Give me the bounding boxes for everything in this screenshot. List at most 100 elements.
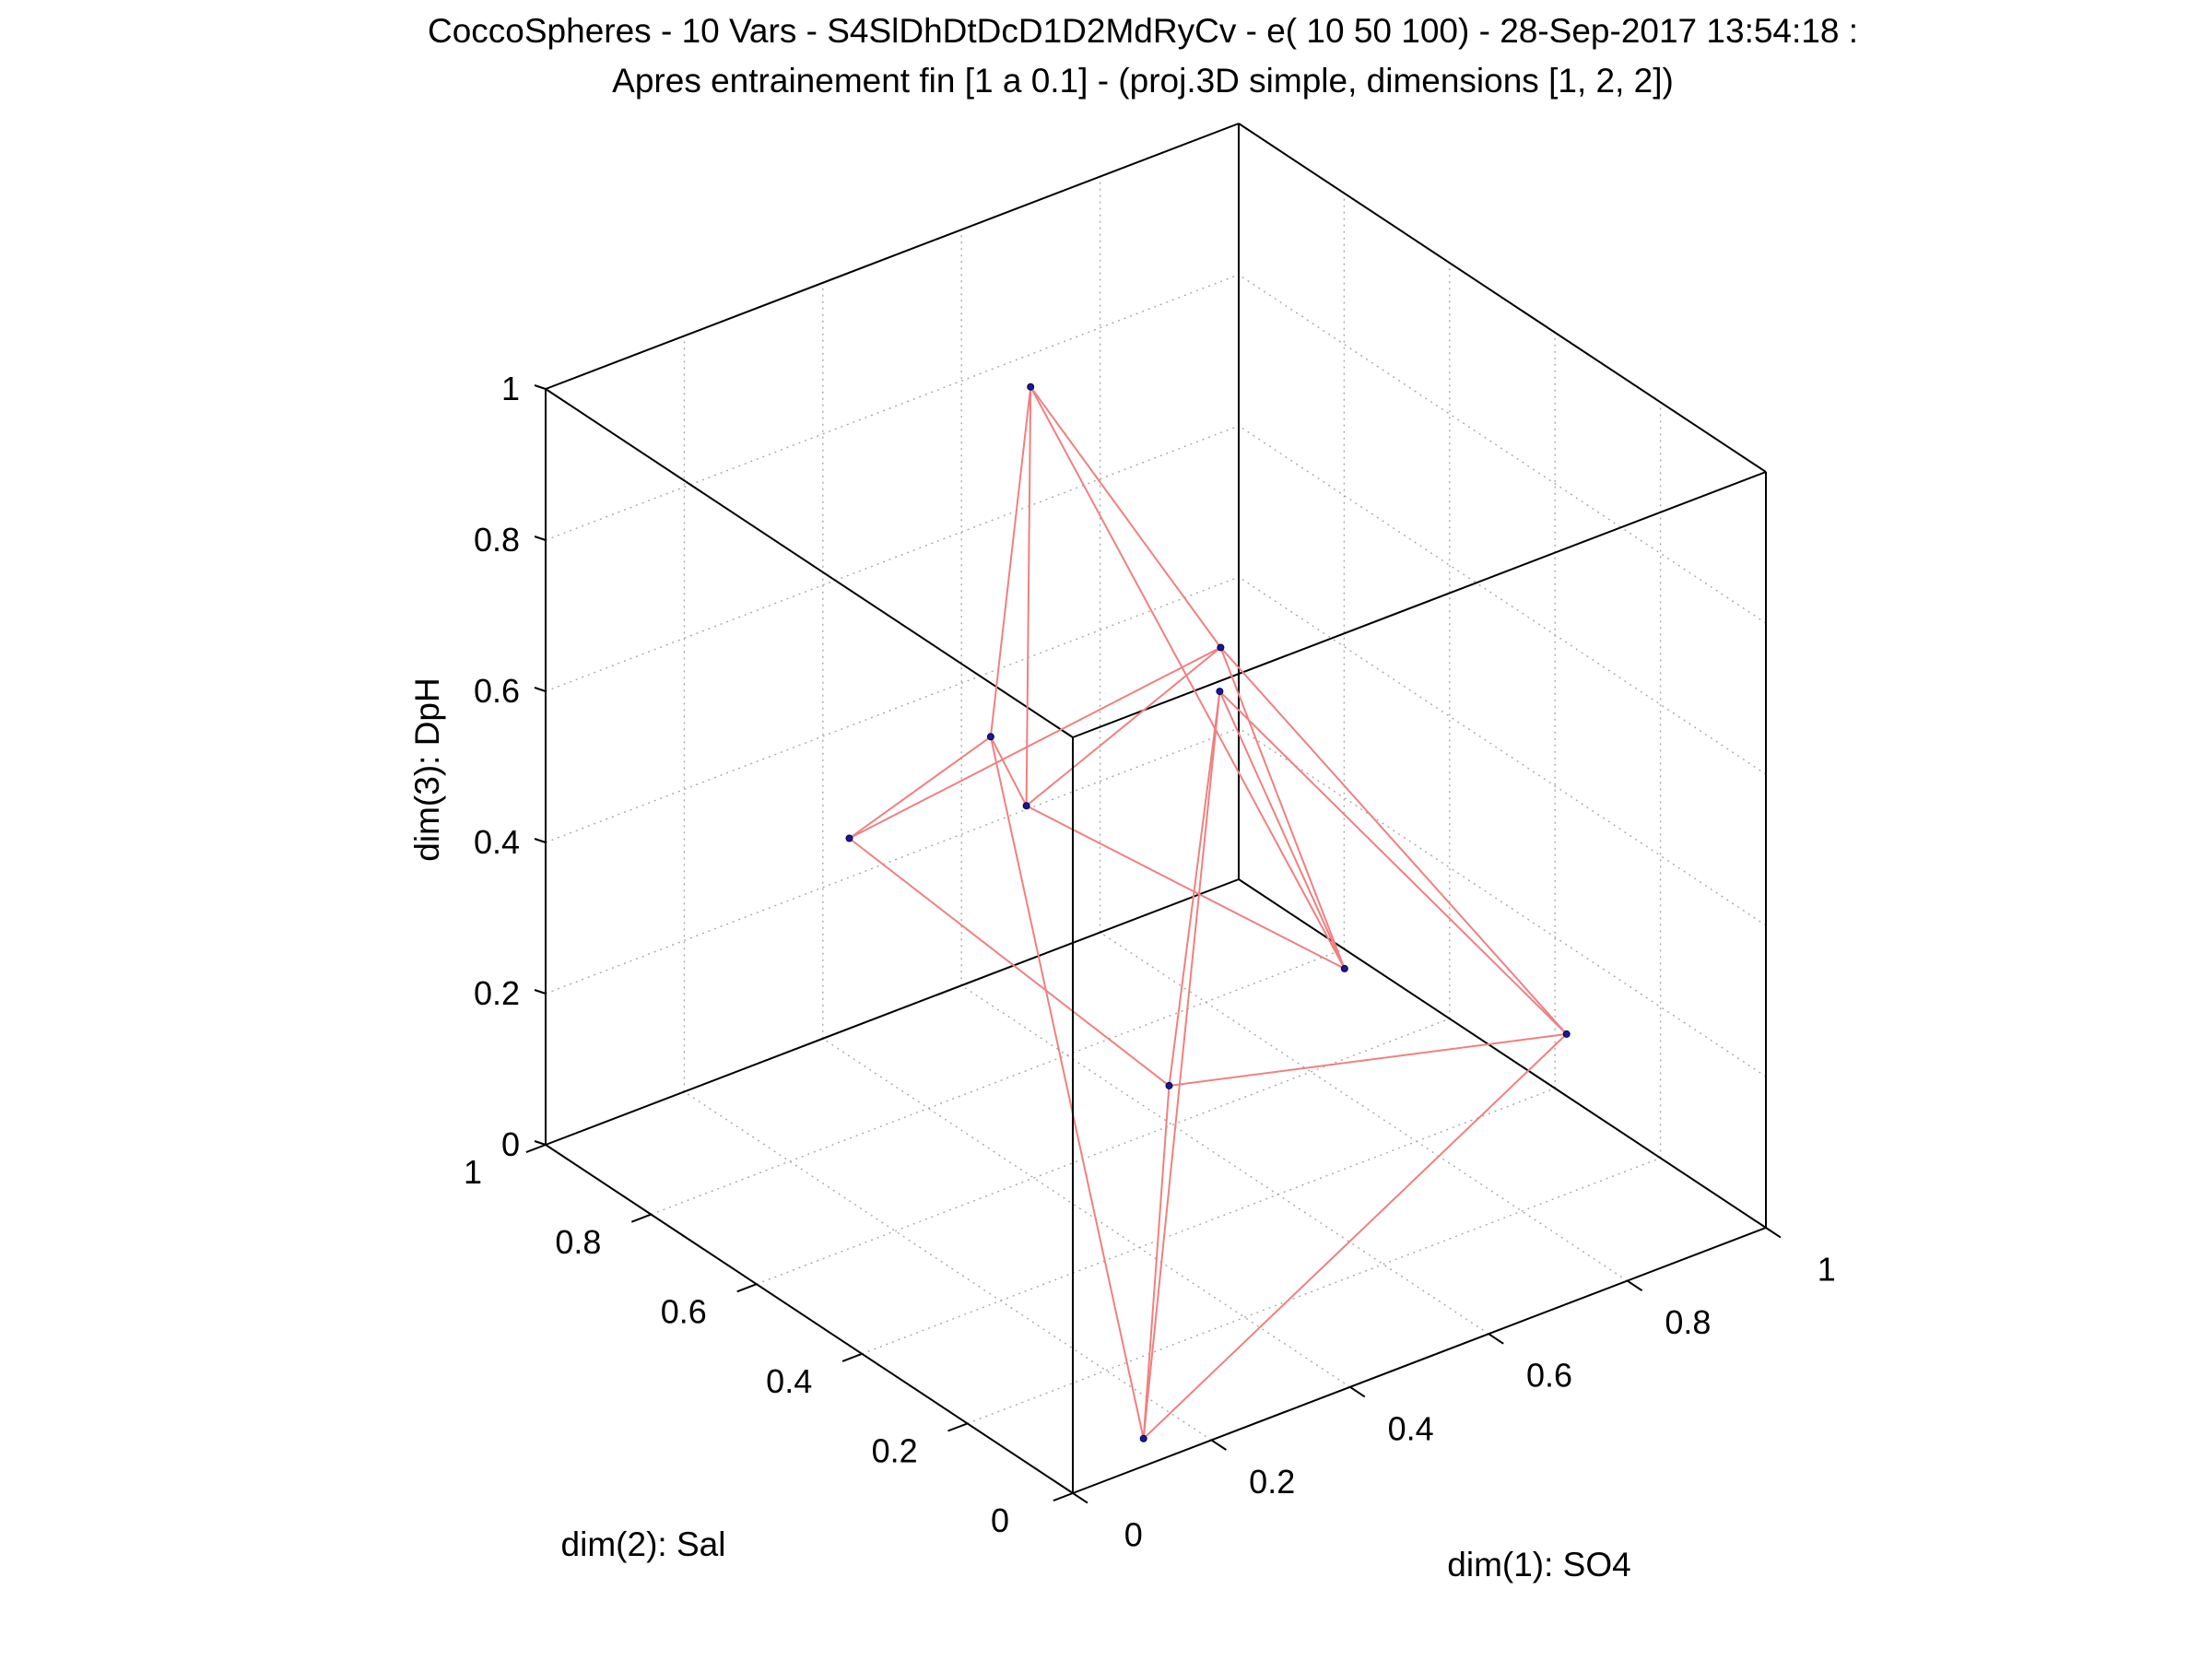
y-axis-line [545, 1144, 1074, 1494]
grid-lines [545, 176, 1767, 1441]
mesh-edge [1218, 690, 1568, 1035]
grid-line [967, 1157, 1661, 1425]
z-tick [534, 1140, 547, 1146]
y-tick-label: 0 [991, 1501, 1009, 1539]
mesh-node [1027, 383, 1035, 391]
y-tick [736, 1283, 758, 1293]
y-tick [1053, 1492, 1074, 1502]
grid-line [545, 274, 1240, 541]
x-tick [1072, 1492, 1088, 1504]
grid-line [1238, 274, 1767, 624]
z-tick-label: 0.4 [474, 823, 520, 861]
grid-line [756, 1018, 1451, 1285]
grid-line [1238, 576, 1767, 926]
mesh-edge [1025, 386, 1032, 806]
grid-line [822, 1038, 1351, 1388]
mesh-node [1217, 643, 1225, 652]
z-tick-label: 0.8 [474, 521, 520, 559]
mesh-edge [1218, 690, 1346, 970]
grid-line [545, 576, 1240, 843]
y-tick [525, 1144, 547, 1154]
x-tick [1765, 1227, 1782, 1239]
x-tick-label: 0.6 [1526, 1357, 1572, 1395]
x-tick-label: 0.4 [1388, 1409, 1434, 1447]
z-tick [534, 536, 547, 541]
y-tick-label: 0.2 [872, 1432, 918, 1470]
z-tick-label: 0.6 [474, 672, 520, 710]
grid-line [651, 948, 1345, 1216]
chart-title-line1: CoccoSpheres - 10 Vars - S4SlDhDtDcD1D2M… [428, 12, 1858, 50]
mesh-node [1562, 1030, 1571, 1038]
z-tick-label: 0.2 [474, 974, 520, 1012]
y-tick [947, 1422, 968, 1432]
mesh-edge [1030, 386, 1346, 970]
grid-line [960, 984, 1489, 1335]
y-tick [630, 1213, 652, 1223]
box-edge [545, 123, 1240, 390]
mesh-edge [1025, 646, 1222, 806]
z-tick [534, 989, 547, 995]
grid-line [545, 425, 1240, 692]
z-tick-label: 0 [501, 1125, 520, 1163]
mesh-edge [989, 386, 1032, 737]
box-edge [545, 878, 1240, 1146]
mesh-edge [989, 736, 1145, 1440]
mesh-edge [990, 736, 1028, 806]
mesh-edge [1030, 386, 1222, 649]
axis-ticks: 0 0 0 0.2 0.2 0.2 0.4 0.4 0.4 0.6 0.6 0.6 0.8 0.8 0.8 1… [464, 370, 1836, 1554]
mesh-lines [848, 386, 1568, 1440]
y-tick [841, 1352, 863, 1362]
grid-line [861, 1088, 1556, 1355]
z-axis-label: dim(3): DpH [408, 677, 446, 861]
box-edge [1072, 471, 1767, 738]
x-axis-label: dim(1): SO4 [1447, 1546, 1630, 1583]
y-tick-label: 0.6 [661, 1292, 707, 1330]
mesh-edge [848, 837, 1171, 1087]
mesh-edge [848, 736, 992, 840]
x-axis-line [1072, 1227, 1767, 1494]
mesh-edge [1169, 1032, 1567, 1087]
x-tick-label: 1 [1818, 1251, 1836, 1289]
mesh-node [845, 834, 853, 842]
mesh-edge [849, 646, 1221, 840]
mesh-edge [1168, 690, 1221, 1087]
x-tick [1349, 1385, 1366, 1398]
box-edge [545, 388, 1074, 738]
axes-box-front [545, 389, 1767, 1494]
mesh-node [1139, 1434, 1147, 1442]
mesh-edge [1219, 647, 1346, 970]
mesh-edge [1026, 805, 1346, 970]
z-tick-label: 1 [501, 370, 520, 407]
x-tick-label: 0 [1124, 1516, 1143, 1554]
mesh-node [1216, 688, 1224, 696]
y-tick-label: 0.8 [555, 1223, 601, 1261]
mesh-edge [1142, 1085, 1171, 1439]
grid-line [1238, 425, 1767, 775]
y-tick-label: 1 [464, 1153, 482, 1191]
mesh-node [1165, 1081, 1173, 1089]
y-tick-label: 0.4 [766, 1362, 812, 1400]
z-tick [534, 838, 547, 843]
chart-title-line2: Apres entrainement fin [1 a 0.1] - (proj… [612, 62, 1674, 100]
box-edge [1238, 878, 1767, 1229]
z-tick [534, 384, 547, 390]
mesh-edge [1219, 646, 1568, 1035]
mesh-node [986, 733, 994, 741]
axes-box-back [545, 123, 1767, 1229]
mesh-node [1340, 964, 1348, 972]
x-tick-label: 0.2 [1249, 1463, 1295, 1501]
mesh-nodes [845, 383, 1571, 1442]
box-edge [1238, 123, 1767, 473]
mesh-edge [1143, 1033, 1568, 1440]
mesh-edge [1142, 690, 1221, 1439]
grid-line [545, 727, 1240, 995]
y-axis-label: dim(2): Sal [561, 1525, 726, 1563]
x-tick [1627, 1279, 1643, 1292]
x-tick [1488, 1333, 1504, 1345]
x-tick [1210, 1439, 1227, 1451]
grid-line [1238, 727, 1767, 1077]
z-tick [534, 687, 547, 692]
x-tick-label: 0.8 [1665, 1303, 1711, 1341]
mesh-node [1022, 802, 1030, 810]
